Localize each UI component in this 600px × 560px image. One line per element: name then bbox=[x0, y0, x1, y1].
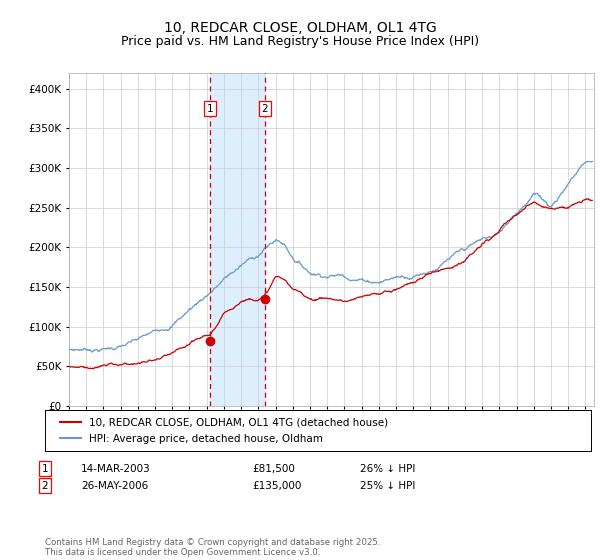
Text: 10, REDCAR CLOSE, OLDHAM, OL1 4TG: 10, REDCAR CLOSE, OLDHAM, OL1 4TG bbox=[164, 21, 436, 35]
Text: 2: 2 bbox=[41, 480, 49, 491]
Text: 26-MAY-2006: 26-MAY-2006 bbox=[81, 480, 148, 491]
Text: 2: 2 bbox=[262, 104, 268, 114]
Text: 25% ↓ HPI: 25% ↓ HPI bbox=[360, 480, 415, 491]
Text: 14-MAR-2003: 14-MAR-2003 bbox=[81, 464, 151, 474]
Legend: 10, REDCAR CLOSE, OLDHAM, OL1 4TG (detached house), HPI: Average price, detached: 10, REDCAR CLOSE, OLDHAM, OL1 4TG (detac… bbox=[56, 413, 392, 448]
Bar bbox=[210, 73, 265, 406]
Text: £135,000: £135,000 bbox=[252, 480, 301, 491]
Text: £81,500: £81,500 bbox=[252, 464, 295, 474]
Text: 1: 1 bbox=[206, 104, 213, 114]
Text: Price paid vs. HM Land Registry's House Price Index (HPI): Price paid vs. HM Land Registry's House … bbox=[121, 35, 479, 48]
Text: Contains HM Land Registry data © Crown copyright and database right 2025.
This d: Contains HM Land Registry data © Crown c… bbox=[45, 538, 380, 557]
Text: 26% ↓ HPI: 26% ↓ HPI bbox=[360, 464, 415, 474]
Text: 1: 1 bbox=[41, 464, 49, 474]
